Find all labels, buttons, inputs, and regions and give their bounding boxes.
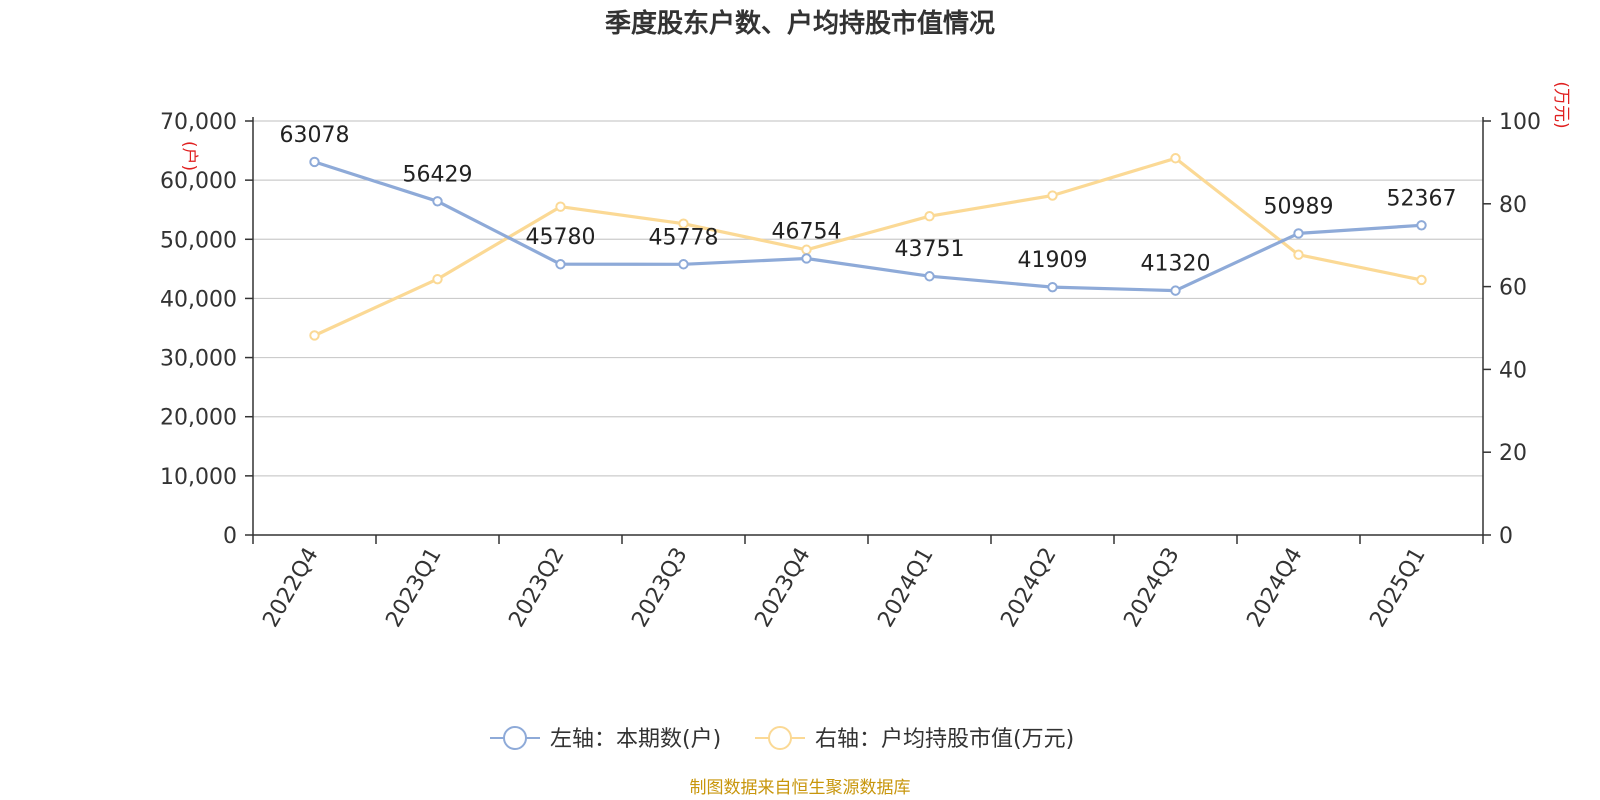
data-point xyxy=(555,259,566,270)
grid-lines xyxy=(253,120,1483,477)
legend-marker xyxy=(768,726,792,750)
data-point xyxy=(1416,274,1427,286)
left-axis-tick-label: 50,000 xyxy=(160,228,237,253)
series-lines xyxy=(309,153,1427,341)
data-label: 43751 xyxy=(895,237,965,262)
left-axis-tick-label: 20,000 xyxy=(160,406,237,431)
data-point xyxy=(678,218,689,229)
data-point xyxy=(801,253,812,264)
data-label: 56429 xyxy=(403,162,473,187)
data-label: 52367 xyxy=(1387,186,1457,211)
right-axis-tick-label: 0 xyxy=(1499,524,1513,549)
x-axis-tick-label: 2024Q3 xyxy=(1119,544,1184,632)
data-label: 41909 xyxy=(1018,248,1088,273)
x-axis-tick-label: 2023Q1 xyxy=(381,544,446,632)
series-line xyxy=(312,160,1424,293)
data-point xyxy=(1416,220,1427,231)
data-point xyxy=(432,273,443,285)
left-axis-unit: (户) xyxy=(179,141,199,171)
data-point xyxy=(678,259,689,270)
data-label: 41320 xyxy=(1141,252,1211,277)
left-axis-tick-label: 10,000 xyxy=(160,465,237,490)
series-line xyxy=(312,156,1424,338)
data-point xyxy=(1293,228,1304,239)
data-labels: 63078 56429 45780 45778 46754 43751 41909 41320… xyxy=(280,123,1457,277)
axes: 0 10,000 20,000 30,000 40,000 50,000 60,000 70,… xyxy=(160,110,1541,632)
x-axis-tick-label: 2024Q2 xyxy=(996,544,1061,632)
right-axis-tick-label: 60 xyxy=(1499,276,1527,301)
data-point xyxy=(309,156,320,168)
left-axis-tick-label: 40,000 xyxy=(160,287,237,312)
x-axis-tick-label: 2025Q1 xyxy=(1365,544,1430,632)
legend-label: 左轴：本期数(户) xyxy=(550,727,721,752)
source-note: 制图数据来自恒生聚源数据库 xyxy=(690,778,911,798)
data-point xyxy=(432,196,443,207)
data-point xyxy=(1293,249,1304,260)
x-axis-tick-label: 2023Q3 xyxy=(627,544,692,632)
x-axis-tick-label: 2024Q1 xyxy=(873,544,938,632)
data-point xyxy=(555,201,566,212)
right-axis-tick-label: 40 xyxy=(1499,358,1527,383)
legend-marker xyxy=(503,726,527,750)
data-point xyxy=(924,211,935,222)
data-label: 45778 xyxy=(649,225,719,250)
data-label: 50989 xyxy=(1264,194,1334,219)
right-axis-tick-label: 20 xyxy=(1499,441,1527,466)
data-point xyxy=(1170,153,1181,164)
chart-title: 季度股东户数、户均持股市值情况 xyxy=(605,8,995,39)
data-point xyxy=(309,330,320,341)
x-axis-tick-label: 2023Q4 xyxy=(750,544,815,632)
right-axis-tick-label: 80 xyxy=(1499,193,1527,218)
left-axis-tick-label: 30,000 xyxy=(160,347,237,372)
data-label: 46754 xyxy=(772,219,842,244)
left-axis-tick-label: 60,000 xyxy=(160,169,237,194)
data-label: 45780 xyxy=(526,225,596,250)
x-axis-tick-label: 2023Q2 xyxy=(504,544,569,632)
x-axis-tick-label: 2024Q4 xyxy=(1242,544,1307,632)
data-point xyxy=(1170,285,1181,296)
data-point xyxy=(924,271,935,282)
data-point xyxy=(1047,190,1058,201)
data-point xyxy=(1047,281,1058,293)
x-axis-tick-label: 2022Q4 xyxy=(258,544,323,632)
data-label: 63078 xyxy=(280,123,350,148)
legend: 左轴：本期数(户) 右轴：户均持股市值(万元) xyxy=(490,726,1074,752)
data-point xyxy=(801,244,812,255)
left-axis-tick-label: 70,000 xyxy=(160,110,237,135)
legend-label: 右轴：户均持股市值(万元) xyxy=(815,727,1074,752)
left-axis-tick-label: 0 xyxy=(223,524,237,549)
right-axis-tick-label: 100 xyxy=(1499,110,1541,135)
right-axis-unit: (万元) xyxy=(1551,81,1571,128)
